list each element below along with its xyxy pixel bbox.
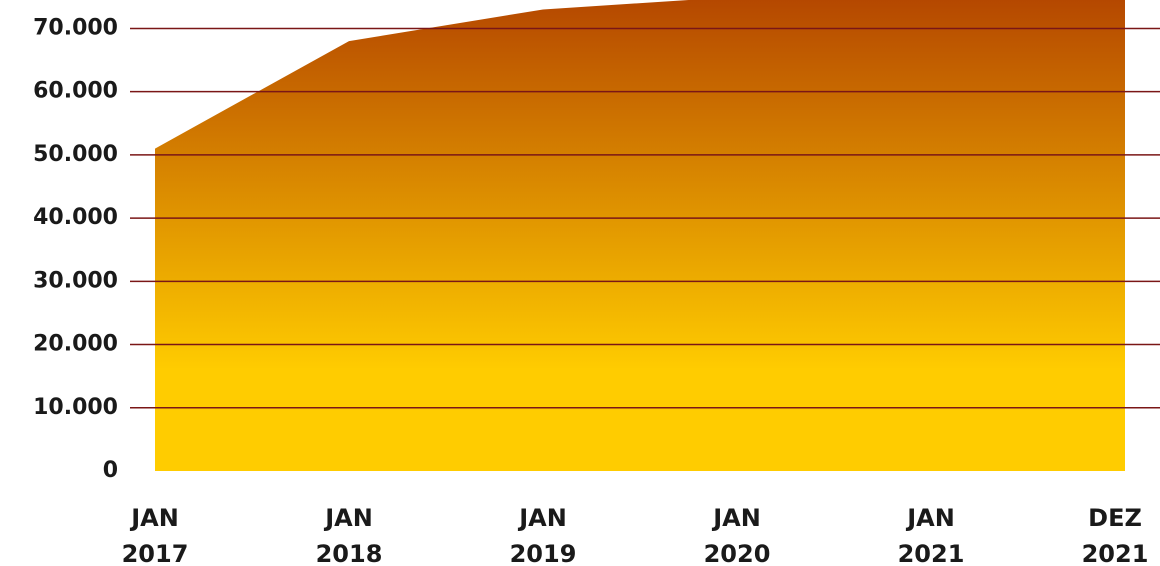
y-tick-label: 0 xyxy=(103,458,118,483)
area xyxy=(155,0,1125,471)
x-tick-label: JAN 2017 xyxy=(121,504,189,566)
x-tick-label: JAN 2021 xyxy=(897,504,965,566)
x-tick-label: JAN 2019 xyxy=(509,504,577,566)
y-tick-label: 10.000 xyxy=(33,395,118,420)
y-tick-label: 20.000 xyxy=(33,332,118,357)
y-tick-label: 60.000 xyxy=(33,79,118,104)
y-tick-label: 40.000 xyxy=(33,205,118,230)
x-tick-label: JAN 2018 xyxy=(315,504,383,566)
y-tick-label: 50.000 xyxy=(33,142,118,167)
x-tick-label: JAN 2020 xyxy=(703,504,771,566)
y-tick-label: 70.000 xyxy=(33,15,118,40)
y-tick-label: 30.000 xyxy=(33,268,118,293)
x-tick-label: DEZ 2021 xyxy=(1081,504,1149,566)
